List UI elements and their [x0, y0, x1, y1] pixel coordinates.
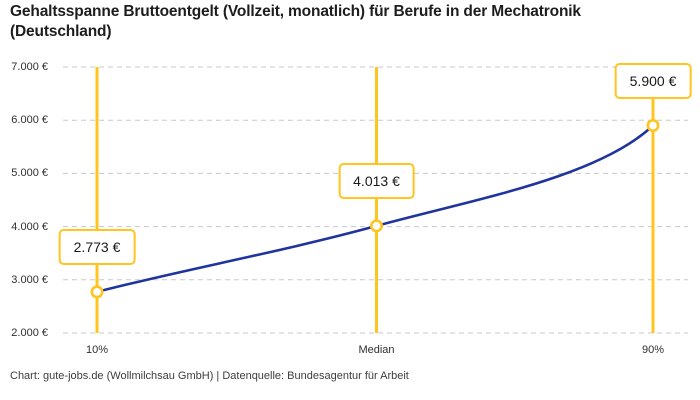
data-point-median: [369, 219, 383, 233]
value-label-box-10pct: 2.773 €: [58, 228, 136, 265]
y-axis-label: 3.000 €: [11, 273, 48, 286]
value-label-box-median: 4.013 €: [338, 162, 415, 199]
chart-title: Gehaltsspanne Bruttoentgelt (Vollzeit, m…: [10, 3, 581, 40]
y-axis-label: 4.000 €: [11, 220, 48, 233]
x-axis-label-median: Median: [358, 344, 395, 356]
y-axis-label: 7.000 €: [11, 61, 48, 73]
y-axis-label: 2.000 €: [11, 327, 48, 339]
x-axis-label-90pct: 90%: [641, 344, 665, 356]
data-point-90pct: [646, 119, 660, 133]
y-axis-label: 5.000 €: [11, 167, 48, 180]
data-point-10pct: [90, 285, 104, 299]
x-axis-label-10pct: 10%: [85, 344, 109, 356]
value-label-box-90pct: 5.900 €: [614, 62, 692, 99]
chart-attribution: Chart: gute-jobs.de (Wollmilchsau GmbH) …: [10, 370, 409, 382]
y-axis-label: 6.000 €: [11, 114, 48, 127]
